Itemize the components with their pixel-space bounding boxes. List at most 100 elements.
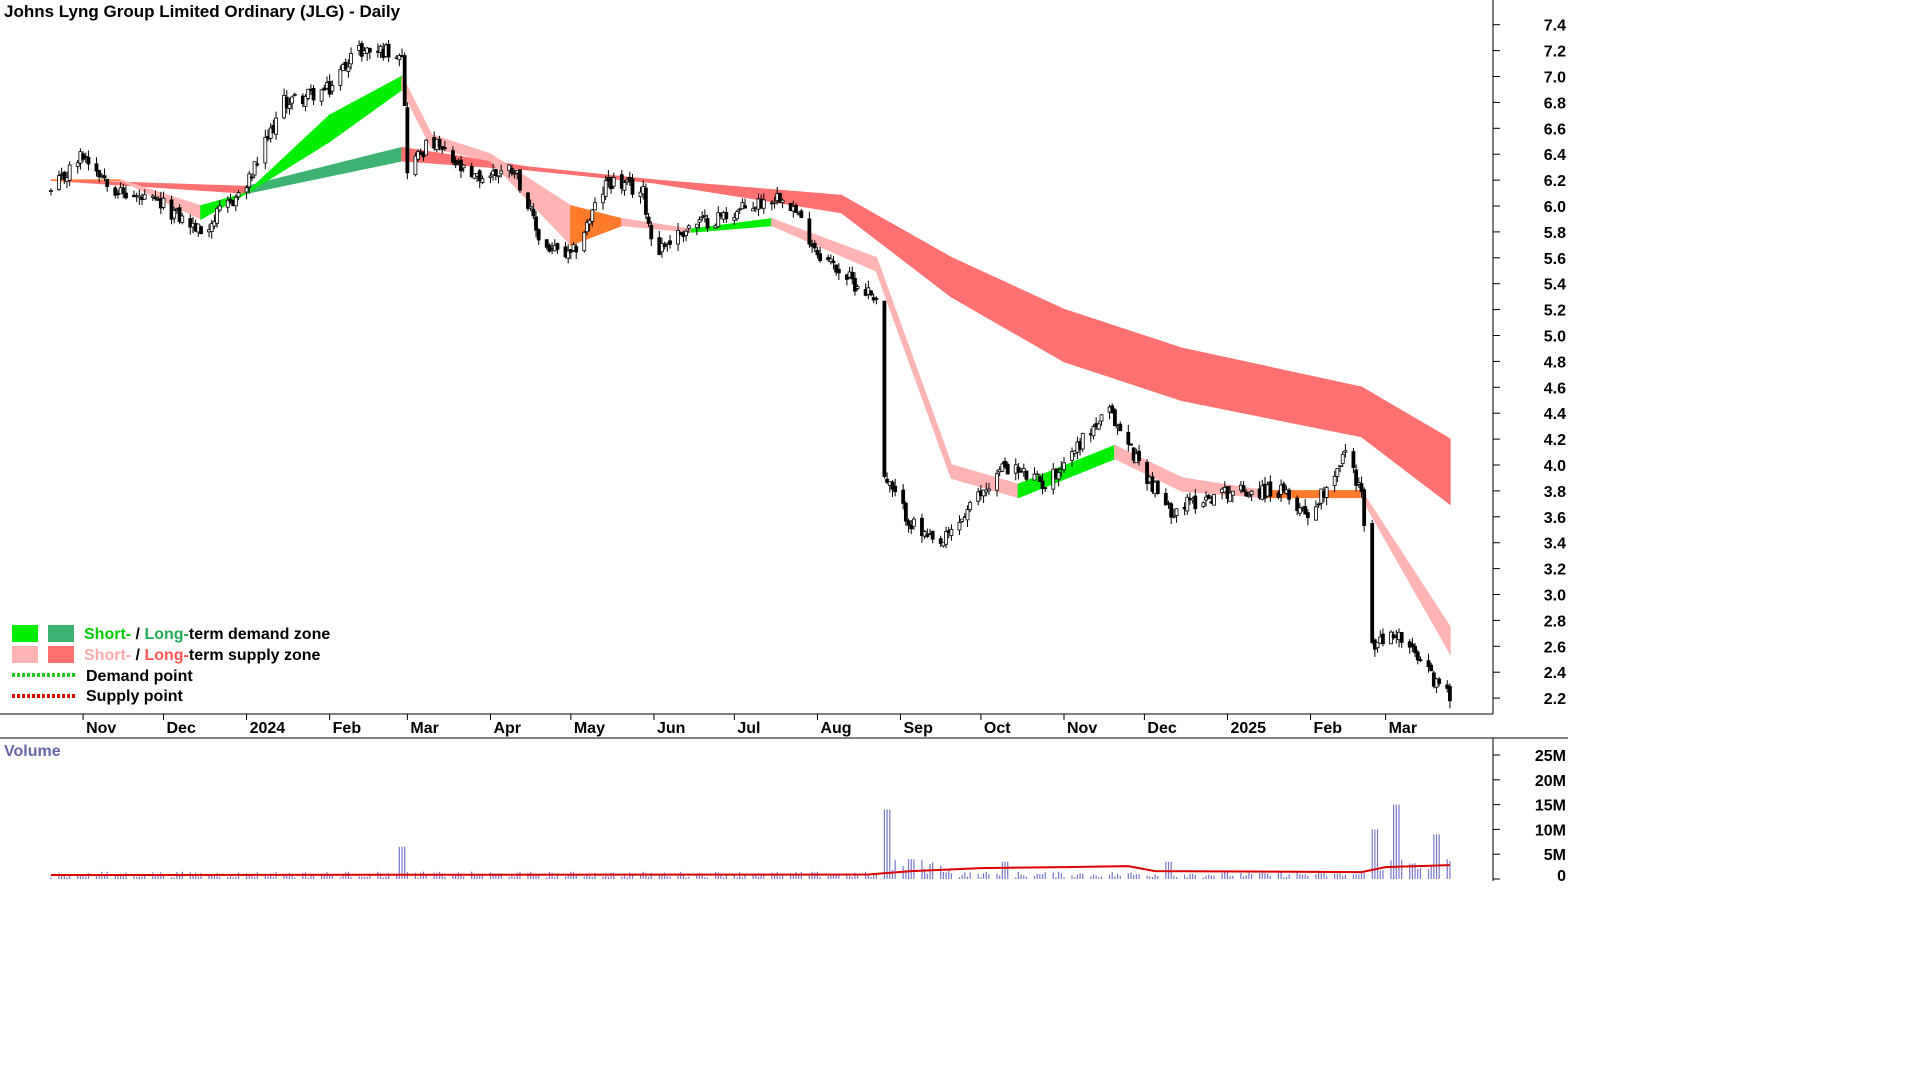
candle-body [1249,490,1254,495]
candle-body [544,239,549,248]
candle-body [743,205,747,209]
candle-body [885,478,890,483]
candle-body [518,169,522,191]
candle-body [903,502,908,522]
candle-body [169,199,174,220]
candle-body [330,85,335,92]
candle-body [512,172,517,175]
candle-body [1338,465,1342,468]
candle-body [901,489,906,504]
candle-body [250,176,254,179]
price-tick-label: 2.8 [1544,613,1566,630]
candle-body [442,147,447,150]
candle-body [1316,503,1321,506]
candle-body [761,199,766,209]
candle-body [662,244,667,248]
candle-body [1024,470,1029,480]
candle-body [322,87,327,91]
candle-body [1096,423,1101,430]
candle-body [874,298,879,300]
candle-body [949,529,954,536]
price-axis-ticks: 7.4 7.2 7.0 6.8 6.6 6.4 6.2 6.0 5.8 5.6 5.4 5.2 5.0 4… [1493,18,1566,708]
candle-body [1225,486,1230,499]
candle-body [772,201,777,204]
candle-body [890,481,895,490]
candle-body [1362,489,1367,526]
candle-body [86,156,91,165]
candle-body [534,216,538,231]
month-label: Nov [1067,720,1097,737]
candle-body [1137,450,1141,462]
candle-body [1381,633,1385,645]
price-tick-label: 2.4 [1544,665,1566,682]
candle-body [1448,686,1452,702]
candle-body [922,531,927,537]
candle-body [1062,462,1066,471]
candle-body [62,171,67,180]
candle-body [359,43,364,57]
candle-body [1324,487,1329,498]
price-tick-label: 4.4 [1544,406,1566,423]
candle-body [855,286,860,289]
candle-body [274,117,278,135]
volume-tick-label: 20M [1535,773,1566,790]
candle-body [1230,490,1235,496]
price-tick-label: 5.0 [1544,329,1566,346]
candle-body [1163,492,1168,506]
candle-body [1129,443,1133,446]
candle-body [1099,414,1104,422]
volume-axis-ticks: 25M 20M 15M 10M 5M 0 [1493,748,1566,881]
candle-body [343,61,348,70]
candle-body [1335,468,1340,477]
candle-body [925,534,930,538]
candle-body [496,175,501,178]
candle-body [1354,469,1359,486]
candle-body [113,187,118,196]
candle-body [1244,491,1249,497]
month-label: Sep [904,720,934,737]
candle-body [938,538,943,544]
candle-body [1415,651,1420,661]
candle-body [1212,494,1216,506]
candle-body [215,207,219,224]
legend-demand-zone: Short- / Long-term demand zone [84,626,330,643]
candle-body [1206,494,1211,500]
candle-body [1091,426,1096,437]
candle-body [566,250,571,259]
price-tick-label: 4.0 [1544,458,1566,475]
candle-body [965,509,970,521]
candle-body [1343,450,1348,453]
candle-body [751,208,756,212]
candle-body [416,150,420,160]
month-label: Jul [737,720,760,737]
legend-demand-point: Demand point [86,668,193,685]
candle-body [1340,453,1345,464]
candle-body [247,173,252,188]
price-chart: 7.4 7.2 7.0 6.8 6.6 6.4 6.2 6.0 5.8 5.6 5.4 5.2 5.0 4… [0,0,1568,881]
candle-body [684,230,688,237]
month-label: May [574,720,605,737]
candle-body [1155,480,1160,494]
candle-body [244,187,249,193]
candle-body [1241,485,1246,493]
candle-body [531,208,536,217]
candle-body [1113,409,1117,427]
candle-body [619,174,624,189]
candle-body [217,205,222,211]
candle-body [976,491,981,502]
month-label: Aug [820,720,851,737]
candle-body [828,258,833,262]
candle-body [236,192,241,198]
candle-body [794,204,798,213]
legend-swatch-long-supply [48,646,74,663]
candle-body [1303,505,1308,515]
candle-body [1016,466,1021,473]
candle-body [944,531,948,545]
candle-body [590,209,595,222]
candle-body [724,212,729,220]
candle-body [1043,487,1048,490]
price-tick-label: 6.2 [1544,173,1566,190]
candle-body [1351,451,1356,469]
price-tick-label: 4.6 [1544,380,1566,397]
candle-body [818,253,823,262]
